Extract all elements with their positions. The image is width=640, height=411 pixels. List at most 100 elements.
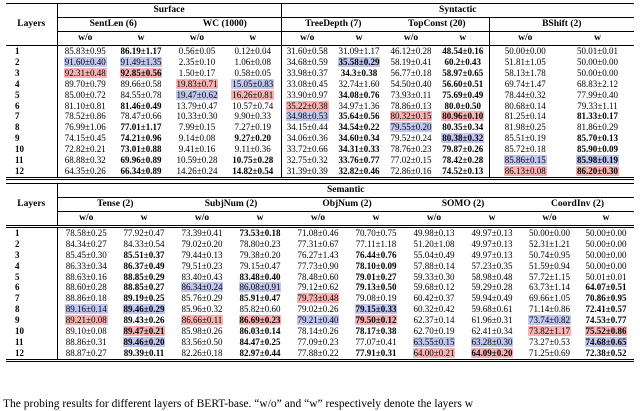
layer-number: 2: [6, 56, 58, 68]
metric-cell: 85.45±0.30: [65, 249, 107, 260]
metric-cell: 72.41±0.57: [585, 304, 627, 315]
metric-cell: 73.39±0.41: [181, 227, 223, 238]
metric-cell: 74.68±0.65: [584, 336, 628, 347]
metric-cell: 86.13±0.08: [503, 165, 547, 176]
metric-cell: 78.47±0.66: [120, 111, 162, 122]
layers-column-header: Layers: [6, 183, 58, 228]
task-header-wc: WC (1000): [169, 17, 282, 32]
metric-cell: 79.08±0.19: [355, 293, 397, 304]
metric-cell: 79.38±0.20: [239, 249, 281, 260]
metric-cell: 73.01±0.88: [120, 144, 162, 155]
layer-number: 8: [6, 122, 58, 134]
metric-cell: 84.34±0.27: [65, 238, 107, 249]
subcol-w: w: [225, 31, 282, 46]
metric-cell: 10.33±0.30: [176, 111, 218, 122]
layer-number: 11: [6, 155, 58, 166]
metric-cell: 89.70±0.79: [64, 78, 106, 89]
table-row: 12 88.87±0.27 89.39±0.11 82.26±0.18 82.97±0.…: [6, 347, 634, 359]
metric-cell: 85.51±0.37: [123, 249, 165, 260]
metric-cell: 78.44±0.32: [504, 89, 546, 100]
metric-cell: 59.94±0.49: [471, 293, 513, 304]
metric-cell: 89.46±0.20: [122, 336, 166, 347]
task-header-tense: Tense (2): [57, 197, 173, 212]
metric-cell: 78.80±0.23: [239, 238, 281, 249]
metric-cell: 78.86±0.13: [390, 100, 432, 111]
metric-cell: 79.21±0.40: [296, 315, 340, 326]
group-header-syntactic: Syntactic: [281, 4, 635, 18]
metric-cell: 78.76±0.23: [390, 144, 432, 155]
metric-cell: 86.20±0.30: [576, 165, 619, 176]
metric-cell: 71.14±0.86: [529, 304, 570, 315]
metric-cell: 56.60±0.51: [437, 78, 490, 90]
metric-cell: 89.66±0.58: [120, 78, 162, 89]
metric-cell: 1.50±0.17: [178, 67, 216, 78]
metric-cell: 78.48±0.60: [297, 271, 339, 282]
subcol-w: w: [347, 211, 405, 228]
metric-cell: 9.14±0.08: [178, 133, 216, 144]
layer-number: 5: [6, 89, 58, 101]
metric-cell: 50.00±0.00: [577, 56, 618, 67]
metric-cell: 7.27±0.19: [225, 122, 282, 134]
metric-cell: 50.00±0.00: [529, 227, 570, 238]
metric-cell: 34.15±0.44: [286, 122, 328, 133]
table-row: 1 85.83±0.95 86.19±1.17 0.56±0.05 0.12±0.04 3…: [6, 45, 634, 57]
metric-cell: 86.37±0.49: [123, 260, 165, 271]
metric-cell: 88.86±0.18: [65, 293, 107, 304]
metric-cell: 79.01±0.27: [355, 271, 397, 282]
metric-cell: 86.03±0.14: [239, 326, 281, 337]
metric-cell: 50.00±0.00: [585, 227, 627, 238]
metric-cell: 60.42±0.37: [413, 293, 455, 304]
metric-cell: 61.96±0.31: [471, 315, 513, 326]
metric-cell: 35.58±0.29: [337, 56, 381, 67]
metric-cell: 83.48±0.40: [239, 271, 281, 282]
results-table-top: Layers Surface Syntactic SentLen (6) WC …: [6, 4, 635, 177]
layer-number: 3: [6, 67, 58, 79]
metric-cell: 85.82±0.60: [239, 304, 281, 315]
group-header-row: Layers Semantic: [6, 183, 634, 228]
layer-number: 7: [6, 293, 58, 305]
metric-cell: 46.12±0.28: [390, 46, 432, 56]
task-header-topconst: TopConst (20): [385, 17, 490, 32]
metric-cell: 79.33±1.11: [577, 100, 618, 111]
metric-cell: 33.76±0.77: [338, 155, 380, 166]
layer-number: 10: [6, 326, 58, 337]
metric-cell: 60.32±0.42: [413, 304, 455, 315]
layer-number: 9: [6, 315, 58, 327]
metric-cell: 77.92±0.47: [123, 227, 165, 238]
metric-cell: 31.60±0.58: [286, 46, 328, 56]
metric-cell: 72.82±0.21: [64, 144, 106, 155]
table-row: 11 88.86±0.31 89.46±0.20 83.56±0.50 84.47±0.…: [6, 336, 634, 348]
metric-cell: 73.27±0.53: [529, 336, 570, 347]
metric-cell: 64.09±0.20: [470, 347, 514, 358]
layers-column-header: Layers: [6, 4, 58, 46]
metric-cell: 16.26±0.81: [225, 89, 282, 101]
metric-cell: 86.69±0.23: [238, 315, 282, 326]
metric-cell: 76.44±0.76: [355, 249, 397, 260]
metric-cell: 63.73±1.14: [529, 282, 570, 293]
metric-cell: 10.59±0.28: [176, 155, 218, 166]
layer-number: 1: [6, 45, 58, 57]
metric-cell: 66.34±0.89: [120, 165, 162, 176]
metric-cell: 64.00±0.21: [412, 347, 456, 358]
metric-cell: 89.43±0.26: [123, 315, 165, 326]
metric-cell: 89.46±0.29: [122, 304, 166, 315]
metric-cell: 58.97±0.65: [437, 67, 490, 79]
metric-cell: 79.13±0.50: [355, 282, 397, 293]
metric-cell: 77.09±0.23: [297, 336, 339, 347]
metric-cell: 34.97±1.36: [338, 100, 380, 111]
task-header-row: SentLen (6) WC (1000) TreeDepth (7) TopC…: [6, 17, 635, 32]
subcol-wo: w/o: [289, 211, 347, 228]
table-row: 5 85.00±0.72 84.55±0.78 19.47±0.62 16.26±0.8…: [6, 89, 634, 101]
metric-cell: 77.73±0.90: [297, 260, 339, 271]
metric-cell: 86.33±0.34: [65, 260, 107, 271]
metric-cell: 74.53±0.77: [585, 315, 627, 326]
metric-cell: 92.85±0.56: [119, 67, 163, 78]
metric-cell: 77.99±0.40: [577, 89, 618, 100]
subcol-w: w: [115, 211, 173, 228]
metric-cell: 85.98±0.26: [181, 326, 223, 337]
metric-cell: 76.99±1.06: [64, 122, 106, 133]
metric-cell: 1.06±0.08: [225, 56, 282, 68]
probing-table-surface-syntactic: Layers Surface Syntactic SentLen (6) WC …: [6, 3, 635, 180]
metric-cell: 34.3±0.38: [340, 67, 378, 78]
metric-cell: 69.66±1.05: [529, 293, 570, 304]
